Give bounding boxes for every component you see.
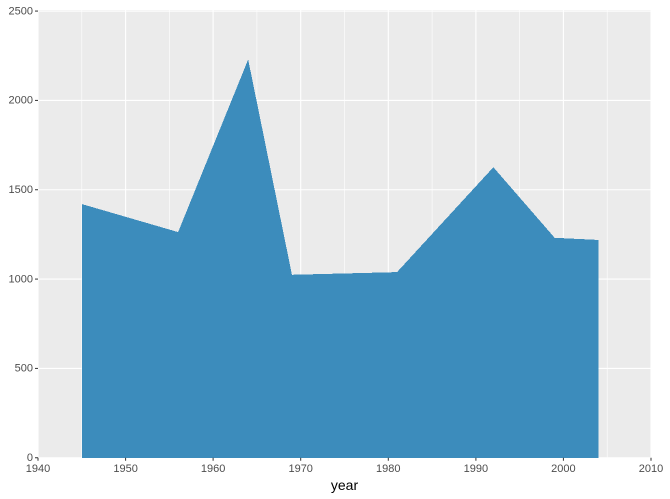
svg-text:2500: 2500	[9, 5, 33, 17]
svg-text:1970: 1970	[288, 463, 312, 475]
svg-text:1940: 1940	[26, 463, 50, 475]
svg-text:500: 500	[15, 363, 33, 375]
svg-text:1960: 1960	[201, 463, 225, 475]
svg-text:1950: 1950	[113, 463, 137, 475]
svg-text:1500: 1500	[9, 184, 33, 196]
svg-text:2000: 2000	[9, 95, 33, 107]
svg-text:2000: 2000	[551, 463, 575, 475]
svg-text:1980: 1980	[376, 463, 400, 475]
svg-text:2010: 2010	[639, 463, 663, 475]
svg-text:1990: 1990	[464, 463, 488, 475]
svg-text:year: year	[331, 477, 359, 493]
svg-text:1000: 1000	[9, 273, 33, 285]
